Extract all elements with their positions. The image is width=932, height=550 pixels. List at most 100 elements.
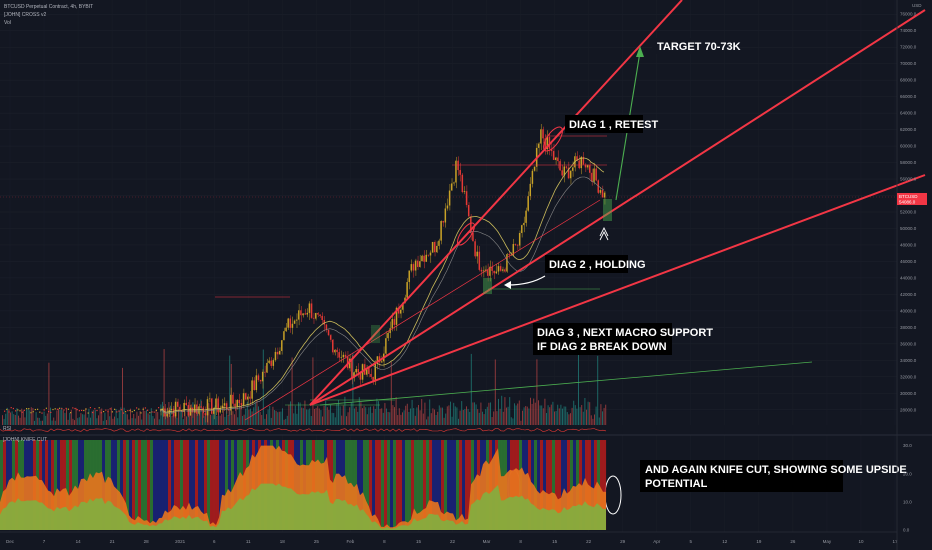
volume-bar xyxy=(179,411,181,425)
knife-bar xyxy=(453,440,457,530)
volume-bar xyxy=(16,408,18,425)
candle-body xyxy=(149,412,151,414)
volume-bar xyxy=(262,349,264,425)
volume-bar xyxy=(429,399,431,425)
candle-body xyxy=(518,233,521,246)
volume-bar xyxy=(246,401,248,425)
knife-bar xyxy=(144,440,148,530)
volume-bar xyxy=(210,414,211,425)
volume-bar xyxy=(562,408,563,425)
knife-bar xyxy=(390,440,394,530)
knife-bar xyxy=(375,440,379,530)
candle-body xyxy=(45,407,47,409)
knife-bar xyxy=(201,440,205,530)
thin-diag-a xyxy=(244,199,601,421)
knife-bar xyxy=(561,440,565,530)
candle-body xyxy=(202,407,204,414)
volume-bar xyxy=(306,409,307,425)
knife-bar xyxy=(120,440,124,530)
candle-body xyxy=(63,409,65,411)
volume-bar xyxy=(322,416,323,425)
volume-bar xyxy=(195,409,197,425)
indicator-cross-label: [JOHN] CROSS v2 xyxy=(4,12,46,18)
volume-bar xyxy=(315,407,317,425)
volume-bar xyxy=(282,408,283,425)
candle-body xyxy=(103,410,105,413)
candle-body xyxy=(527,196,529,211)
volume-bar xyxy=(112,418,114,425)
candle-body xyxy=(544,138,546,150)
price-tag-symbol: BTCUSD xyxy=(899,194,918,199)
candle-body xyxy=(572,167,574,171)
candle-body xyxy=(111,411,113,413)
volume-bar xyxy=(104,412,106,425)
volume-bar xyxy=(130,408,131,425)
candle-body xyxy=(312,317,315,319)
volume-bar xyxy=(285,418,287,425)
knife-bar xyxy=(225,440,229,530)
candle-body xyxy=(603,192,606,198)
candle-body xyxy=(8,411,10,413)
knife-bar xyxy=(459,440,463,530)
volume-bar xyxy=(293,413,295,425)
volume-bar xyxy=(426,419,427,425)
volume-bar xyxy=(376,398,378,425)
candle-body xyxy=(504,269,506,272)
knife-bar xyxy=(186,440,190,530)
knife-tick-label: 10.0 xyxy=(903,499,912,504)
candle-body xyxy=(15,410,17,412)
candle-body xyxy=(259,379,262,382)
knife-bar xyxy=(228,440,232,530)
candle-body xyxy=(52,408,54,411)
candle-body xyxy=(125,411,127,413)
candle-body xyxy=(410,264,413,271)
volume-bar xyxy=(454,406,456,425)
x-tick-label: 15 xyxy=(416,539,422,544)
annotation-diag1: DIAG 1 , RETEST xyxy=(565,115,659,133)
volume-bar xyxy=(598,417,600,425)
knife-bar xyxy=(0,440,4,530)
volume-bar xyxy=(474,402,475,425)
volume-bar xyxy=(331,412,333,425)
volume-bar xyxy=(85,408,87,425)
knife-bar xyxy=(177,440,181,530)
volume-bar xyxy=(80,413,82,425)
knife-bar xyxy=(207,440,211,530)
candle-body xyxy=(109,408,111,410)
candle-body xyxy=(268,360,270,363)
volume-bar xyxy=(123,407,125,425)
candle-body xyxy=(438,240,440,246)
knife-bar xyxy=(555,440,559,530)
volume-bar xyxy=(32,408,34,425)
volume-bar xyxy=(470,353,472,425)
knife-bar xyxy=(213,440,217,530)
knife-bar xyxy=(123,440,127,530)
y-tick-label: 48000.0 xyxy=(900,242,917,247)
candle-body xyxy=(480,269,483,272)
volume-bar xyxy=(560,404,562,425)
volume-bar xyxy=(270,417,272,425)
volume-bar xyxy=(275,410,277,425)
volume-bar xyxy=(72,418,74,425)
candle-body xyxy=(37,408,39,410)
price-tag-value: 54086.0 xyxy=(899,200,916,205)
moving-average-line-2 xyxy=(159,176,605,414)
candle-body xyxy=(557,157,559,162)
volume-bar xyxy=(118,410,120,425)
knife-bar xyxy=(405,440,409,530)
volume-bar xyxy=(165,408,167,425)
volume-bar xyxy=(62,410,64,425)
candle-body xyxy=(446,205,449,209)
annotation-target: TARGET 70-73K xyxy=(652,38,741,54)
volume-bar xyxy=(294,405,296,425)
candle-body xyxy=(442,221,444,223)
candle-body xyxy=(478,251,481,270)
volume-bar xyxy=(58,408,59,425)
volume-bar xyxy=(24,417,26,425)
knife-bar xyxy=(468,440,472,530)
volume-bar xyxy=(310,415,312,425)
knife-bar xyxy=(54,440,58,530)
volume-bar xyxy=(403,410,405,425)
candle-body xyxy=(323,319,326,325)
volume-bar xyxy=(190,404,192,425)
